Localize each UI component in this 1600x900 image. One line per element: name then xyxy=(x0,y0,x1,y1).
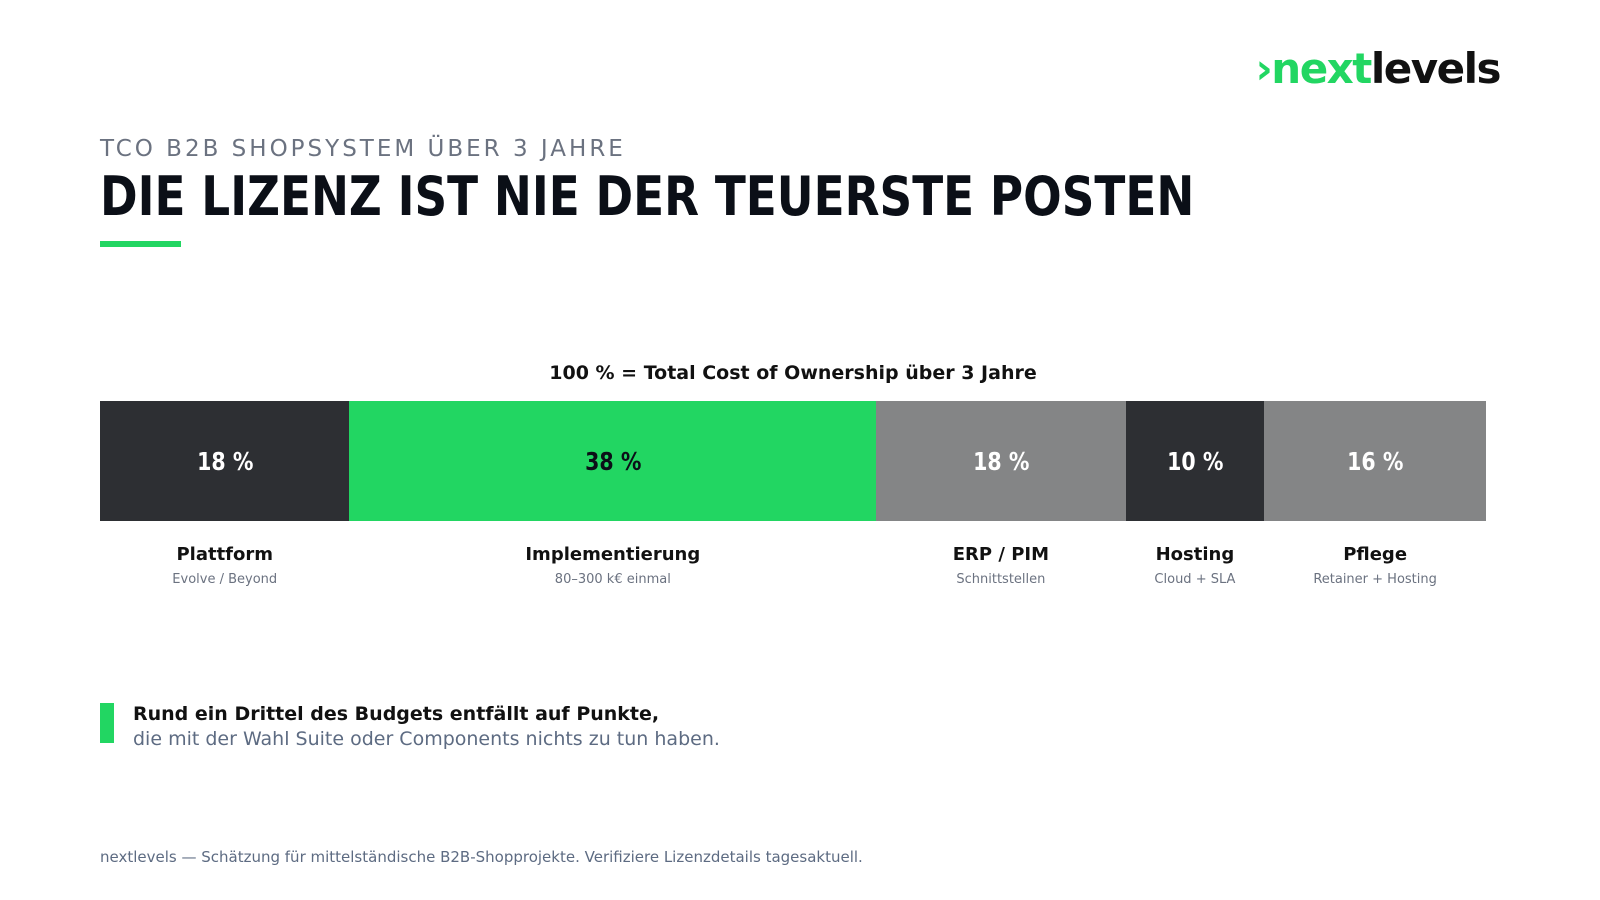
segment-category-detail: Retainer + Hosting xyxy=(1313,571,1437,587)
segment-value-label: 10 % xyxy=(1167,446,1224,476)
segment-category: Implementierung 80–300 k€ einmal xyxy=(349,544,876,587)
page-title: DIE LIZENZ IST NIE DER TEUERSTE POSTEN xyxy=(100,165,1195,228)
segment-category-name: ERP / PIM xyxy=(952,544,1050,565)
segment-category-detail: Schnittstellen xyxy=(956,571,1046,587)
segment-value-label: 18 % xyxy=(196,446,254,476)
bar-segment: 10 % xyxy=(1125,401,1265,521)
segment-category: Hosting Cloud + SLA xyxy=(1126,544,1265,587)
callout-headline: Rund ein Drittel des Budgets entfällt au… xyxy=(133,703,660,725)
stacked-bar-chart: 18 % 38 % 18 % 10 % 16 % xyxy=(100,401,1487,521)
segment-category-name: Plattform xyxy=(176,544,274,565)
segment-category-detail: Cloud + SLA xyxy=(1154,571,1236,587)
segment-value-label: 38 % xyxy=(584,446,642,476)
segment-category: Pflege Retainer + Hosting xyxy=(1264,544,1486,587)
callout-accent-bar xyxy=(100,703,114,743)
logo-text-next: next xyxy=(1271,44,1372,93)
bar-segment: 18 % xyxy=(100,401,350,521)
segment-category-detail: 80–300 k€ einmal xyxy=(554,571,671,587)
segment-category: ERP / PIM Schnittstellen xyxy=(876,544,1125,587)
segment-category-name: Implementierung xyxy=(525,544,701,565)
callout-subline: die mit der Wahl Suite oder Components n… xyxy=(133,728,720,750)
logo-chevron-icon: › xyxy=(1255,44,1272,93)
segment-category-name: Pflege xyxy=(1343,544,1408,565)
segment-value-label: 18 % xyxy=(973,446,1030,476)
nextlevels-logo: ›nextlevels xyxy=(1255,48,1501,90)
segment-category-name: Hosting xyxy=(1155,544,1235,565)
segment-labels: Plattform Evolve / Beyond Implementierung 8… xyxy=(100,544,1486,604)
bar-segment: 18 % xyxy=(876,401,1127,521)
chart-caption: 100 % = Total Cost of Ownership über 3 J… xyxy=(549,362,1037,384)
eyebrow-title: TCO B2B SHOPSYSTEM ÜBER 3 JAHRE xyxy=(100,136,626,162)
logo-text-levels: levels xyxy=(1370,44,1502,93)
segment-category: Plattform Evolve / Beyond xyxy=(100,544,349,587)
segment-value-label: 16 % xyxy=(1347,446,1404,476)
bar-segment: 16 % xyxy=(1264,401,1487,521)
footnote: nextlevels — Schätzung für mittelständis… xyxy=(100,848,863,866)
segment-category-detail: Evolve / Beyond xyxy=(172,571,278,587)
bar-segment: 38 % xyxy=(349,401,877,521)
title-accent-line xyxy=(100,241,181,247)
